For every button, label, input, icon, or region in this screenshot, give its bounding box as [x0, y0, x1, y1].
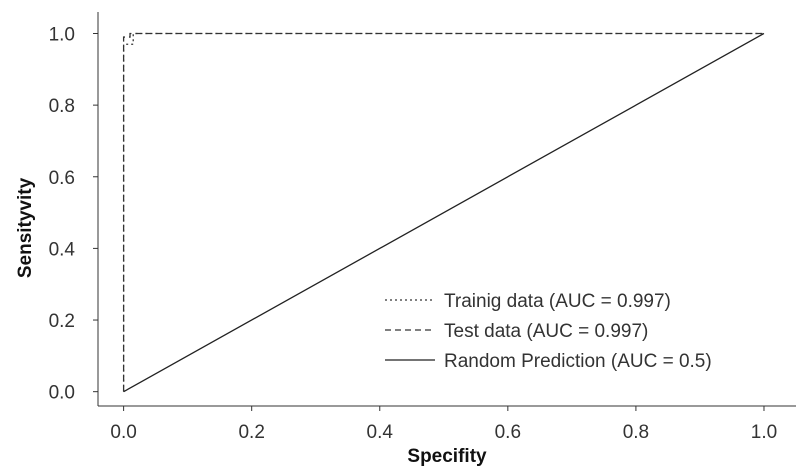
y-axis-title: Sensityvity: [15, 177, 36, 278]
x-tick-label: 0.8: [623, 422, 649, 443]
legend-label: Test data (AUC = 0.997): [444, 321, 648, 342]
x-tick-labels: 0.0 0.2 0.4 0.6 0.8 1.0: [110, 406, 777, 443]
y-tick-label: 0.0: [49, 383, 75, 404]
x-tick-label: 0.0: [110, 422, 136, 443]
y-tick-label: 0.6: [49, 168, 75, 189]
legend: Trainig data (AUC = 0.997) Test data (AUC…: [385, 291, 712, 372]
axes: [97, 12, 796, 407]
x-tick-label: 0.4: [367, 422, 394, 443]
y-tick-label: 1.0: [49, 24, 75, 45]
x-tick-label: 0.2: [238, 422, 264, 443]
y-tick-labels: 0.0 0.2 0.4 0.6 0.8 1.0: [49, 24, 98, 404]
x-tick-label: 1.0: [751, 422, 777, 443]
y-tick-label: 0.4: [49, 239, 76, 260]
series-line-solid: [123, 32, 765, 393]
y-tick-label: 0.8: [49, 96, 75, 117]
y-tick-label: 0.2: [49, 311, 75, 332]
legend-label: Trainig data (AUC = 0.997): [444, 291, 671, 312]
series-layer: [122, 32, 765, 393]
x-tick-label: 0.6: [495, 422, 521, 443]
series-line-dashed: [122, 32, 764, 392]
legend-label: Random Prediction (AUC = 0.5): [444, 351, 712, 372]
x-axis-title: Specifity: [407, 446, 487, 467]
